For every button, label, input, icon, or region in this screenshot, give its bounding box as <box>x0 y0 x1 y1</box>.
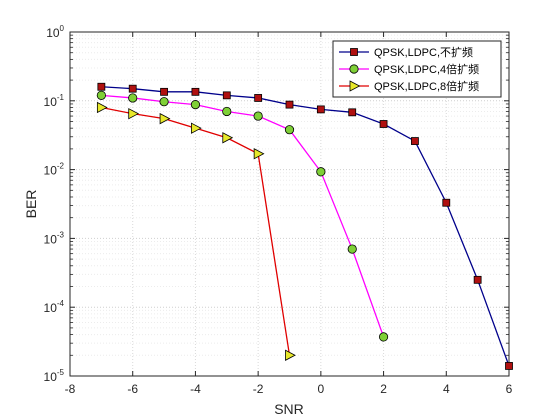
data-point <box>96 90 106 100</box>
data-point <box>285 100 294 109</box>
data-point <box>222 91 231 100</box>
series-1 <box>97 82 513 370</box>
data-point <box>159 113 171 125</box>
y-tick-labels: 10-5 10-4 10-3 10-2 10-1 100 <box>44 24 65 384</box>
legend-label: QPSK,LDPC,4倍扩频 <box>374 62 479 76</box>
y-tick-label: 10-4 <box>44 299 65 315</box>
data-point <box>222 106 232 117</box>
data-point <box>379 120 388 128</box>
data-point <box>191 87 200 96</box>
x-tick-label: -8 <box>65 382 76 396</box>
y-tick-label: 10-3 <box>44 230 65 246</box>
legend-label: QPSK,LDPC,不扩频 <box>374 45 473 59</box>
watermark: CSDN @爱学习的小编程 <box>394 395 550 411</box>
data-point <box>97 82 106 91</box>
x-tick-label: -6 <box>127 382 138 396</box>
grid <box>70 32 509 376</box>
data-point <box>378 332 389 342</box>
y-tick-label: 10-2 <box>44 162 65 178</box>
legend: QPSK,LDPC,不扩频 QPSK,LDPC,4倍扩频 QPSK,LDPC,8倍扩… <box>332 40 502 98</box>
data-point <box>347 244 357 254</box>
y-tick-label: 10-5 <box>44 368 65 384</box>
data-point <box>411 137 419 145</box>
y-tick-label: 100 <box>46 24 64 40</box>
series-3 <box>96 101 296 361</box>
x-tick-label: 6 <box>506 382 513 396</box>
data-point <box>190 100 201 110</box>
data-point <box>159 97 169 107</box>
x-tick-label: -4 <box>190 382 201 396</box>
x-tick-label: 0 <box>318 382 325 396</box>
data-point <box>316 167 326 177</box>
data-point <box>253 148 265 160</box>
data-point <box>284 125 295 135</box>
data-point <box>254 94 263 102</box>
data-point <box>348 108 357 117</box>
series-2 <box>96 90 389 342</box>
legend-marker <box>349 64 359 74</box>
tick-marks <box>69 31 510 377</box>
x-tick-label: 2 <box>380 382 387 396</box>
x-tick-labels: -8 -6 -4 -2 0 2 4 6 <box>65 382 513 396</box>
legend-marker <box>349 80 361 92</box>
legend-label: QPSK,LDPC,8倍扩频 <box>374 79 479 93</box>
data-point <box>505 362 513 370</box>
series-layer <box>96 82 513 370</box>
data-point <box>191 122 202 134</box>
data-point <box>222 132 234 144</box>
y-tick-label: 10-1 <box>44 93 65 109</box>
data-point <box>442 198 451 207</box>
series-line <box>101 86 510 367</box>
data-point <box>128 93 138 103</box>
data-point <box>253 111 263 121</box>
x-tick-label: 4 <box>443 382 450 396</box>
data-point <box>160 87 168 96</box>
data-point <box>128 108 140 120</box>
data-point <box>473 275 482 284</box>
series-line <box>101 94 385 338</box>
y-axis-title: BER <box>23 190 39 219</box>
x-axis-title: SNR <box>274 401 304 417</box>
x-tick-label: -2 <box>253 382 264 396</box>
legend-marker <box>350 48 358 56</box>
data-point <box>285 349 296 361</box>
data-point <box>96 101 108 114</box>
data-point <box>316 105 325 114</box>
data-point <box>128 84 137 93</box>
plot-frame <box>69 31 510 377</box>
